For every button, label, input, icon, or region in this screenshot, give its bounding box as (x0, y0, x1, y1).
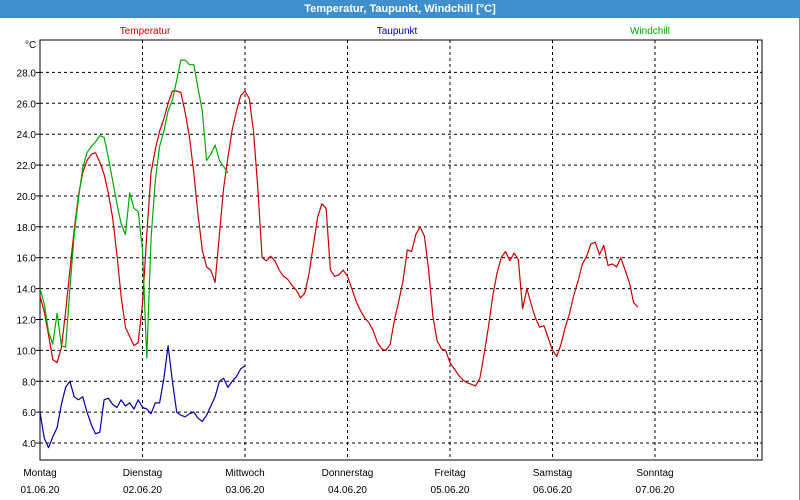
x-tick-date-label: 04.06.20 (328, 485, 367, 496)
x-tick-date-label: 03.06.20 (226, 485, 265, 496)
series-line-temperatur (39, 90, 639, 387)
y-tick-label: 10.0 (17, 346, 37, 357)
y-tick-label: 4.0 (22, 439, 36, 450)
x-tick-day-label: Samstag (533, 468, 572, 479)
x-tick-day-label: Mittwoch (225, 468, 264, 479)
x-tick-date-label: 02.06.20 (123, 485, 162, 496)
y-tick-label: 18.0 (17, 223, 37, 234)
legend-taupunkt: Taupunkt (377, 26, 418, 37)
plot-frame (39, 39, 763, 461)
right-margin (763, 40, 800, 460)
y-unit-label: °C (25, 40, 36, 51)
legend-windchill: Windchill (630, 26, 670, 37)
y-tick-label: 20.0 (17, 192, 37, 203)
x-tick-day-label: Sonntag (636, 468, 673, 479)
y-tick-label: 12.0 (17, 315, 37, 326)
x-tick-day-label: Montag (23, 468, 56, 479)
x-tick-day-label: Freitag (434, 468, 465, 479)
legend-temperatur: Temperatur (120, 26, 171, 37)
y-tick-label: 14.0 (17, 285, 37, 296)
x-tick-date-label: 01.06.20 (21, 485, 60, 496)
y-tick-label: 28.0 (17, 68, 37, 79)
y-tick-label: 8.0 (22, 377, 36, 388)
x-tick-date-label: 07.06.20 (636, 485, 675, 496)
y-tick-label: 6.0 (22, 408, 36, 419)
y-tick-label: 24.0 (17, 130, 37, 141)
x-tick-day-label: Donnerstag (322, 468, 374, 479)
series-line-taupunkt (39, 345, 246, 449)
temperature-chart: 4.0 6.0 8.0 10.0 12.0 14.0 16.0 18.0 20.0 22.0 24.… (17, 18, 800, 500)
chart-title: Temperatur, Taupunkt, Windchill [°C] (0, 0, 800, 18)
x-tick-date-label: 06.06.20 (533, 485, 572, 496)
y-tick-label: 16.0 (17, 254, 37, 265)
x-tick-date-label: 05.06.20 (431, 485, 470, 496)
y-tick-label: 26.0 (17, 99, 37, 110)
y-tick-label: 22.0 (17, 161, 37, 172)
series-line-windchill (39, 59, 229, 359)
x-tick-day-label: Dienstag (123, 468, 162, 479)
